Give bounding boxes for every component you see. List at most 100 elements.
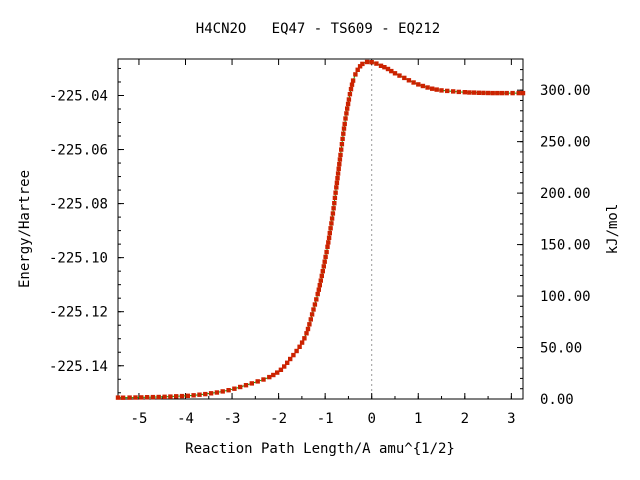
data-point bbox=[389, 68, 394, 74]
data-point bbox=[203, 391, 208, 397]
data-point bbox=[302, 336, 307, 341]
data-point bbox=[504, 90, 509, 96]
data-point bbox=[339, 147, 344, 152]
x-tick-label: 1 bbox=[414, 411, 422, 427]
data-point bbox=[467, 90, 472, 95]
data-point bbox=[339, 142, 345, 147]
data-point bbox=[476, 90, 481, 95]
data-point bbox=[226, 388, 231, 393]
data-point bbox=[299, 340, 305, 345]
data-point bbox=[332, 195, 338, 201]
y2-tick-label: 250.00 bbox=[540, 135, 591, 151]
data-point bbox=[120, 395, 126, 400]
data-point bbox=[343, 116, 348, 121]
data-point bbox=[357, 64, 363, 69]
data-point bbox=[150, 394, 156, 400]
data-point bbox=[243, 383, 249, 388]
data-point bbox=[425, 85, 430, 90]
data-point bbox=[337, 157, 343, 162]
data-point bbox=[179, 393, 185, 399]
data-point bbox=[333, 190, 338, 195]
data-point bbox=[185, 393, 190, 398]
y2-tick-label: 50.00 bbox=[540, 341, 582, 357]
plot-frame bbox=[117, 58, 524, 400]
data-point bbox=[304, 331, 309, 336]
data-point bbox=[314, 297, 319, 302]
data-point bbox=[307, 322, 312, 327]
data-point bbox=[340, 136, 345, 142]
data-point bbox=[220, 389, 225, 394]
data-point bbox=[456, 89, 461, 95]
data-point bbox=[344, 111, 349, 116]
data-point bbox=[355, 67, 360, 72]
data-point bbox=[168, 394, 173, 399]
data-point bbox=[331, 206, 336, 211]
data-point bbox=[133, 395, 138, 400]
y-tick-label: -225.06 bbox=[49, 143, 108, 159]
y-tick-label: -225.14 bbox=[49, 359, 108, 375]
data-point bbox=[238, 384, 243, 390]
data-point bbox=[197, 392, 202, 397]
data-point bbox=[360, 61, 365, 67]
data-point bbox=[402, 75, 407, 81]
data-point bbox=[156, 394, 161, 400]
data-point bbox=[334, 180, 340, 185]
data-point bbox=[139, 395, 144, 400]
data-point bbox=[348, 87, 354, 92]
data-point bbox=[214, 390, 220, 395]
x-tick-label: -5 bbox=[131, 411, 148, 427]
data-point bbox=[330, 211, 336, 216]
data-point bbox=[127, 395, 132, 400]
data-point bbox=[317, 283, 322, 288]
y2-tick-label: 100.00 bbox=[540, 289, 591, 305]
data-point bbox=[315, 291, 320, 297]
data-point bbox=[353, 72, 358, 77]
data-point bbox=[342, 121, 347, 127]
x-tick-label: -2 bbox=[270, 411, 287, 427]
data-point bbox=[335, 171, 341, 176]
data-point bbox=[115, 395, 121, 400]
data-point bbox=[191, 393, 196, 398]
data-point bbox=[430, 86, 435, 91]
data-point bbox=[320, 269, 325, 274]
data-point bbox=[490, 90, 495, 96]
data-point bbox=[416, 82, 421, 87]
energy-points bbox=[115, 59, 526, 400]
data-point bbox=[406, 78, 412, 83]
data-point bbox=[232, 386, 237, 391]
y-tick-label: -225.08 bbox=[49, 197, 108, 213]
data-point bbox=[369, 60, 374, 65]
data-point bbox=[462, 90, 467, 95]
y2-tick-label: 200.00 bbox=[540, 186, 591, 202]
x-tick-label: 3 bbox=[507, 411, 515, 427]
data-point bbox=[282, 364, 287, 369]
data-point bbox=[321, 264, 326, 269]
y-tick-label: -225.10 bbox=[49, 251, 108, 267]
data-point bbox=[471, 90, 477, 95]
data-point bbox=[327, 230, 332, 236]
x-tick-labels: -5 -4 -3 -2 -1 0 1 2 3 bbox=[131, 411, 516, 427]
data-point bbox=[249, 381, 254, 386]
y2-tick-labels: 0.00 50.00 100.00 150.00 200.00 250.00 300.00 bbox=[540, 83, 591, 408]
data-point bbox=[345, 106, 350, 111]
y2-tick-label: 0.00 bbox=[540, 392, 574, 408]
data-point bbox=[294, 348, 299, 354]
data-point bbox=[347, 92, 353, 97]
data-point bbox=[335, 176, 340, 181]
data-point bbox=[144, 395, 150, 400]
x-tick-label: -3 bbox=[224, 411, 241, 427]
data-point bbox=[345, 101, 351, 107]
data-point bbox=[322, 259, 327, 264]
data-point bbox=[510, 90, 515, 96]
data-point bbox=[481, 90, 486, 96]
data-point bbox=[364, 59, 370, 65]
data-point bbox=[499, 90, 505, 96]
data-point bbox=[346, 97, 352, 102]
data-point bbox=[319, 273, 324, 279]
data-point bbox=[329, 221, 334, 226]
data-point bbox=[325, 244, 330, 249]
data-point bbox=[305, 326, 311, 332]
data-point bbox=[312, 302, 318, 307]
data-point bbox=[341, 131, 346, 136]
data-point bbox=[516, 90, 521, 96]
